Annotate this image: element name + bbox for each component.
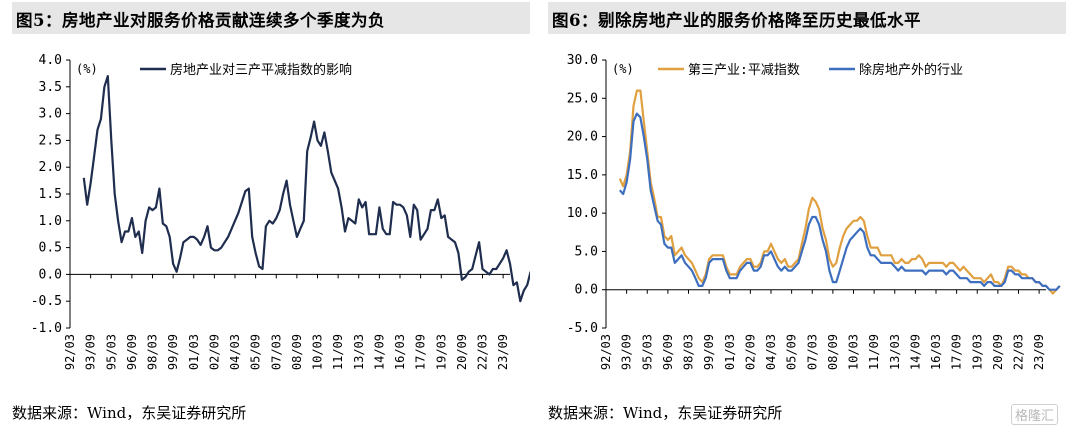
series-line [618, 89, 1061, 295]
chart-panel-left: 图5：房地产业对服务价格贡献连续多个季度为负 (%) 4.0 3.5 3.0 2.5 2.… [12, 0, 530, 429]
x-tick-label: 96/09 [661, 334, 675, 370]
chart-title: 图5：房地产业对服务价格贡献连续多个季度为负 [16, 11, 385, 30]
x-tick-label: 99/09 [702, 334, 716, 370]
x-tick-label: 20/09 [991, 334, 1005, 370]
chart-title-bar: 图6：剔除房地产业的服务价格降至历史最低水平 [548, 2, 1066, 34]
x-tick-label: 16/03 [929, 334, 943, 370]
x-tick-label: 93/09 [620, 334, 634, 370]
unit-label: (%) [76, 62, 98, 76]
y-tick-label: 30.0 [567, 53, 598, 68]
y-tick-label: -5.0 [567, 321, 598, 336]
x-tick-label: 11/09 [867, 334, 881, 370]
chart-title: 图6：剔除房地产业的服务价格降至历史最低水平 [552, 11, 921, 30]
x-tick-label: 95/03 [640, 334, 654, 370]
x-tick-label: 17/09 [950, 334, 964, 370]
x-tick-label: 19/03 [970, 334, 984, 370]
x-tick-label: 02/09 [743, 334, 757, 370]
x-tick-label: 19/03 [434, 334, 448, 370]
chart-panel-right: 图6：剔除房地产业的服务价格降至历史最低水平 (%) 30.0 25.0 20.0 15… [548, 0, 1066, 429]
x-tick-label: 22/03 [476, 334, 490, 370]
x-tick-label: 99/09 [166, 334, 180, 370]
x-tick-label: 20/09 [455, 334, 469, 370]
chart-right: (%) 30.0 25.0 20.0 15.0 10.0 5.0 0.0 -5.092/03 93… [567, 53, 1061, 370]
x-tick-label: 23/09 [1032, 334, 1046, 370]
y-tick-label: 3.0 [39, 107, 62, 122]
x-tick-label: 08/09 [826, 334, 840, 370]
legend-label: 房地产业对三产平减指数的影响 [170, 62, 352, 78]
x-tick-label: 04/03 [764, 334, 778, 370]
watermark: 格隆汇 [1010, 404, 1058, 425]
y-tick-label: -1.0 [31, 321, 62, 336]
series-line [618, 112, 1061, 291]
x-tick-label: 96/09 [125, 334, 139, 370]
source-note: 数据来源：Wind，东吴证券研究所 [12, 404, 247, 422]
x-tick-label: 14/09 [372, 334, 386, 370]
x-tick-label: 13/03 [888, 334, 902, 370]
y-tick-label: 20.0 [567, 130, 598, 145]
chart-left: (%) 4.0 3.5 3.0 2.5 2.0 1.5 1.0 0.5 0.0 -0.5 -1.092… [31, 53, 530, 370]
x-tick-label: 07/03 [805, 334, 819, 370]
x-tick-label: 01/03 [723, 334, 737, 370]
x-tick-label: 11/09 [331, 334, 345, 370]
x-tick-label: 98/03 [682, 334, 696, 370]
source-note: 数据来源：Wind，东吴证券研究所 [548, 404, 783, 422]
x-tick-label: 16/03 [393, 334, 407, 370]
x-tick-label: 23/09 [496, 334, 510, 370]
chart-title-bar: 图5：房地产业对服务价格贡献连续多个季度为负 [12, 2, 530, 34]
x-tick-label: 95/03 [104, 334, 118, 370]
unit-label: (%) [612, 62, 634, 76]
x-tick-label: 07/03 [269, 334, 283, 370]
x-tick-label: 01/03 [187, 334, 201, 370]
y-tick-label: 2.0 [39, 160, 62, 175]
y-tick-label: 25.0 [567, 91, 598, 106]
x-tick-label: 22/03 [1012, 334, 1026, 370]
x-tick-label: 17/09 [414, 334, 428, 370]
x-tick-label: 93/09 [84, 334, 98, 370]
legend-label: 除房地产外的行业 [859, 62, 963, 78]
y-tick-label: 5.0 [575, 244, 598, 259]
x-tick-label: 05/09 [249, 334, 263, 370]
x-tick-label: 98/03 [146, 334, 160, 370]
y-tick-label: 10.0 [567, 206, 598, 221]
x-tick-label: 05/09 [785, 334, 799, 370]
x-tick-label: 14/09 [908, 334, 922, 370]
y-tick-label: 0.0 [575, 283, 598, 298]
y-tick-label: 1.0 [39, 214, 62, 229]
y-tick-label: 2.5 [39, 133, 62, 148]
y-tick-label: 3.5 [39, 80, 62, 95]
y-tick-label: -0.5 [31, 294, 62, 309]
x-tick-label: 04/03 [228, 334, 242, 370]
legend-label: 第三产业:平减指数 [688, 63, 800, 78]
series-line [82, 74, 530, 303]
x-tick-label: 92/03 [63, 334, 77, 370]
y-tick-label: 15.0 [567, 168, 598, 183]
y-tick-label: 4.0 [39, 53, 62, 68]
x-tick-label: 10/03 [311, 334, 325, 370]
y-tick-label: 0.0 [39, 267, 62, 282]
x-tick-label: 92/03 [599, 334, 613, 370]
y-tick-label: 1.5 [39, 187, 62, 202]
x-tick-label: 08/09 [290, 334, 304, 370]
x-tick-label: 02/09 [207, 334, 221, 370]
x-tick-label: 10/03 [847, 334, 861, 370]
x-tick-label: 13/03 [352, 334, 366, 370]
y-tick-label: 0.5 [39, 241, 62, 256]
